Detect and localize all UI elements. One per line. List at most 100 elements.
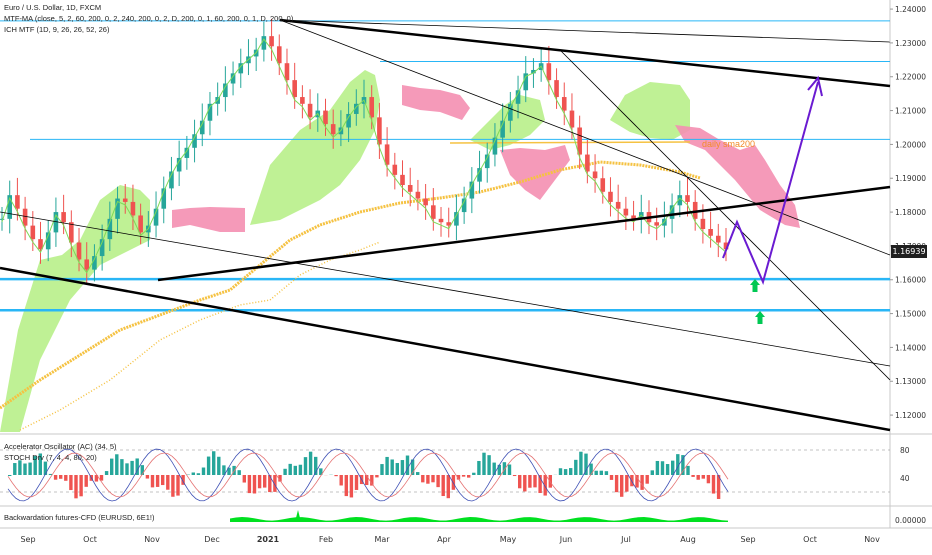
ac-bar [691,475,694,477]
x-tick-label: Apr [437,535,452,544]
ac-bar [130,461,133,475]
sma-flat-line [450,142,690,143]
ac-bar [74,475,77,498]
candle-body [131,202,136,216]
y-tick-label: 1.18000 [895,208,926,217]
ac-bar [85,475,88,487]
ac-bar [156,475,159,487]
study-mtf-ma-label: MTF-MA (close, 5, 2, 60, 200, 0, 2, 240,… [4,14,293,23]
ac-bar [620,475,623,497]
ac-bar [605,471,608,475]
candle-body [439,219,444,222]
ac-bar [253,475,256,493]
ac-bar [712,475,715,494]
ac-bar [651,470,654,475]
candle-body [600,178,605,192]
x-tick-label: Jul [620,535,631,544]
candle-body [331,124,336,134]
candle-body [300,97,305,104]
ac-bar [309,452,312,475]
ac-bar [472,473,475,475]
ac-bar [18,460,21,475]
candle-body [123,199,128,202]
y-tick-label: 1.21000 [895,107,926,116]
ac-bar [8,475,11,476]
ac-bar [79,475,82,496]
candle-body [15,195,20,209]
y-tick-label: 1.15000 [895,310,926,319]
ac-bar [533,475,536,487]
ac-bar [426,475,429,484]
y-tick-label: 1.20000 [895,140,926,149]
y-tick-label: 1.23000 [895,39,926,48]
ac-bar [166,475,169,490]
ac-bar [482,453,485,475]
ac-bar [462,475,465,477]
candle-body [685,195,690,202]
x-tick-label: Feb [319,535,333,544]
ac-bar [431,475,434,482]
ac-bar [115,454,118,475]
ac-bar [681,455,684,475]
x-tick-label: 2021 [257,535,280,544]
ac-bar [523,475,526,491]
ac-bar [105,471,108,475]
backwardation-tick-label: 0.00000 [895,516,926,525]
candle-body [654,222,659,225]
ac-bar [207,457,210,475]
ac-bar [671,461,674,475]
ac-bar [640,475,643,490]
candle-body [701,219,706,229]
ac-bar [646,475,649,484]
candle-body [416,192,421,199]
candle-body [431,205,436,219]
x-tick-label: Nov [864,535,880,544]
ac-bar [151,475,154,487]
oscillator-tick-label: 80 [900,446,910,455]
candle-body [31,226,36,240]
x-tick-label: Sep [20,535,35,544]
candle-body [138,215,143,232]
candle-body [554,80,559,97]
y-tick-label: 1.24000 [895,5,926,14]
candle-body [277,46,282,63]
ac-bar [513,475,516,476]
last-price-tag: 1.16939 [891,245,927,258]
ac-bar [345,475,348,496]
ac-bar [707,475,710,483]
ac-bar [243,475,246,483]
ac-bar [59,475,62,479]
ac-bar [401,460,404,475]
ac-bar [625,475,628,492]
ac-bar [202,468,205,475]
ac-bar [508,464,511,475]
candle-body [547,63,552,80]
ac-bar [656,461,659,475]
ac-bar [340,475,343,485]
ac-bar [559,468,562,475]
ac-bar [385,457,388,475]
y-tick-label: 1.22000 [895,73,926,82]
candle-body [285,63,290,80]
ac-bar [248,475,251,493]
ac-bar [391,459,394,475]
candle-body [393,165,398,175]
ac-bar [110,459,113,475]
y-tick-label: 1.12000 [895,411,926,420]
ac-bar [702,475,705,479]
candle-body [608,192,613,202]
ac-bar [212,451,215,475]
ac-bar [13,463,16,475]
candle-body [323,111,328,125]
sma200-label: daily sma200 [702,139,755,149]
ac-bar [564,469,567,475]
ac-bar [600,471,603,475]
ac-bar [289,464,292,475]
candle-body [77,243,82,260]
ac-bar [503,462,506,475]
ac-bar [294,466,297,475]
candle-body [716,236,721,243]
